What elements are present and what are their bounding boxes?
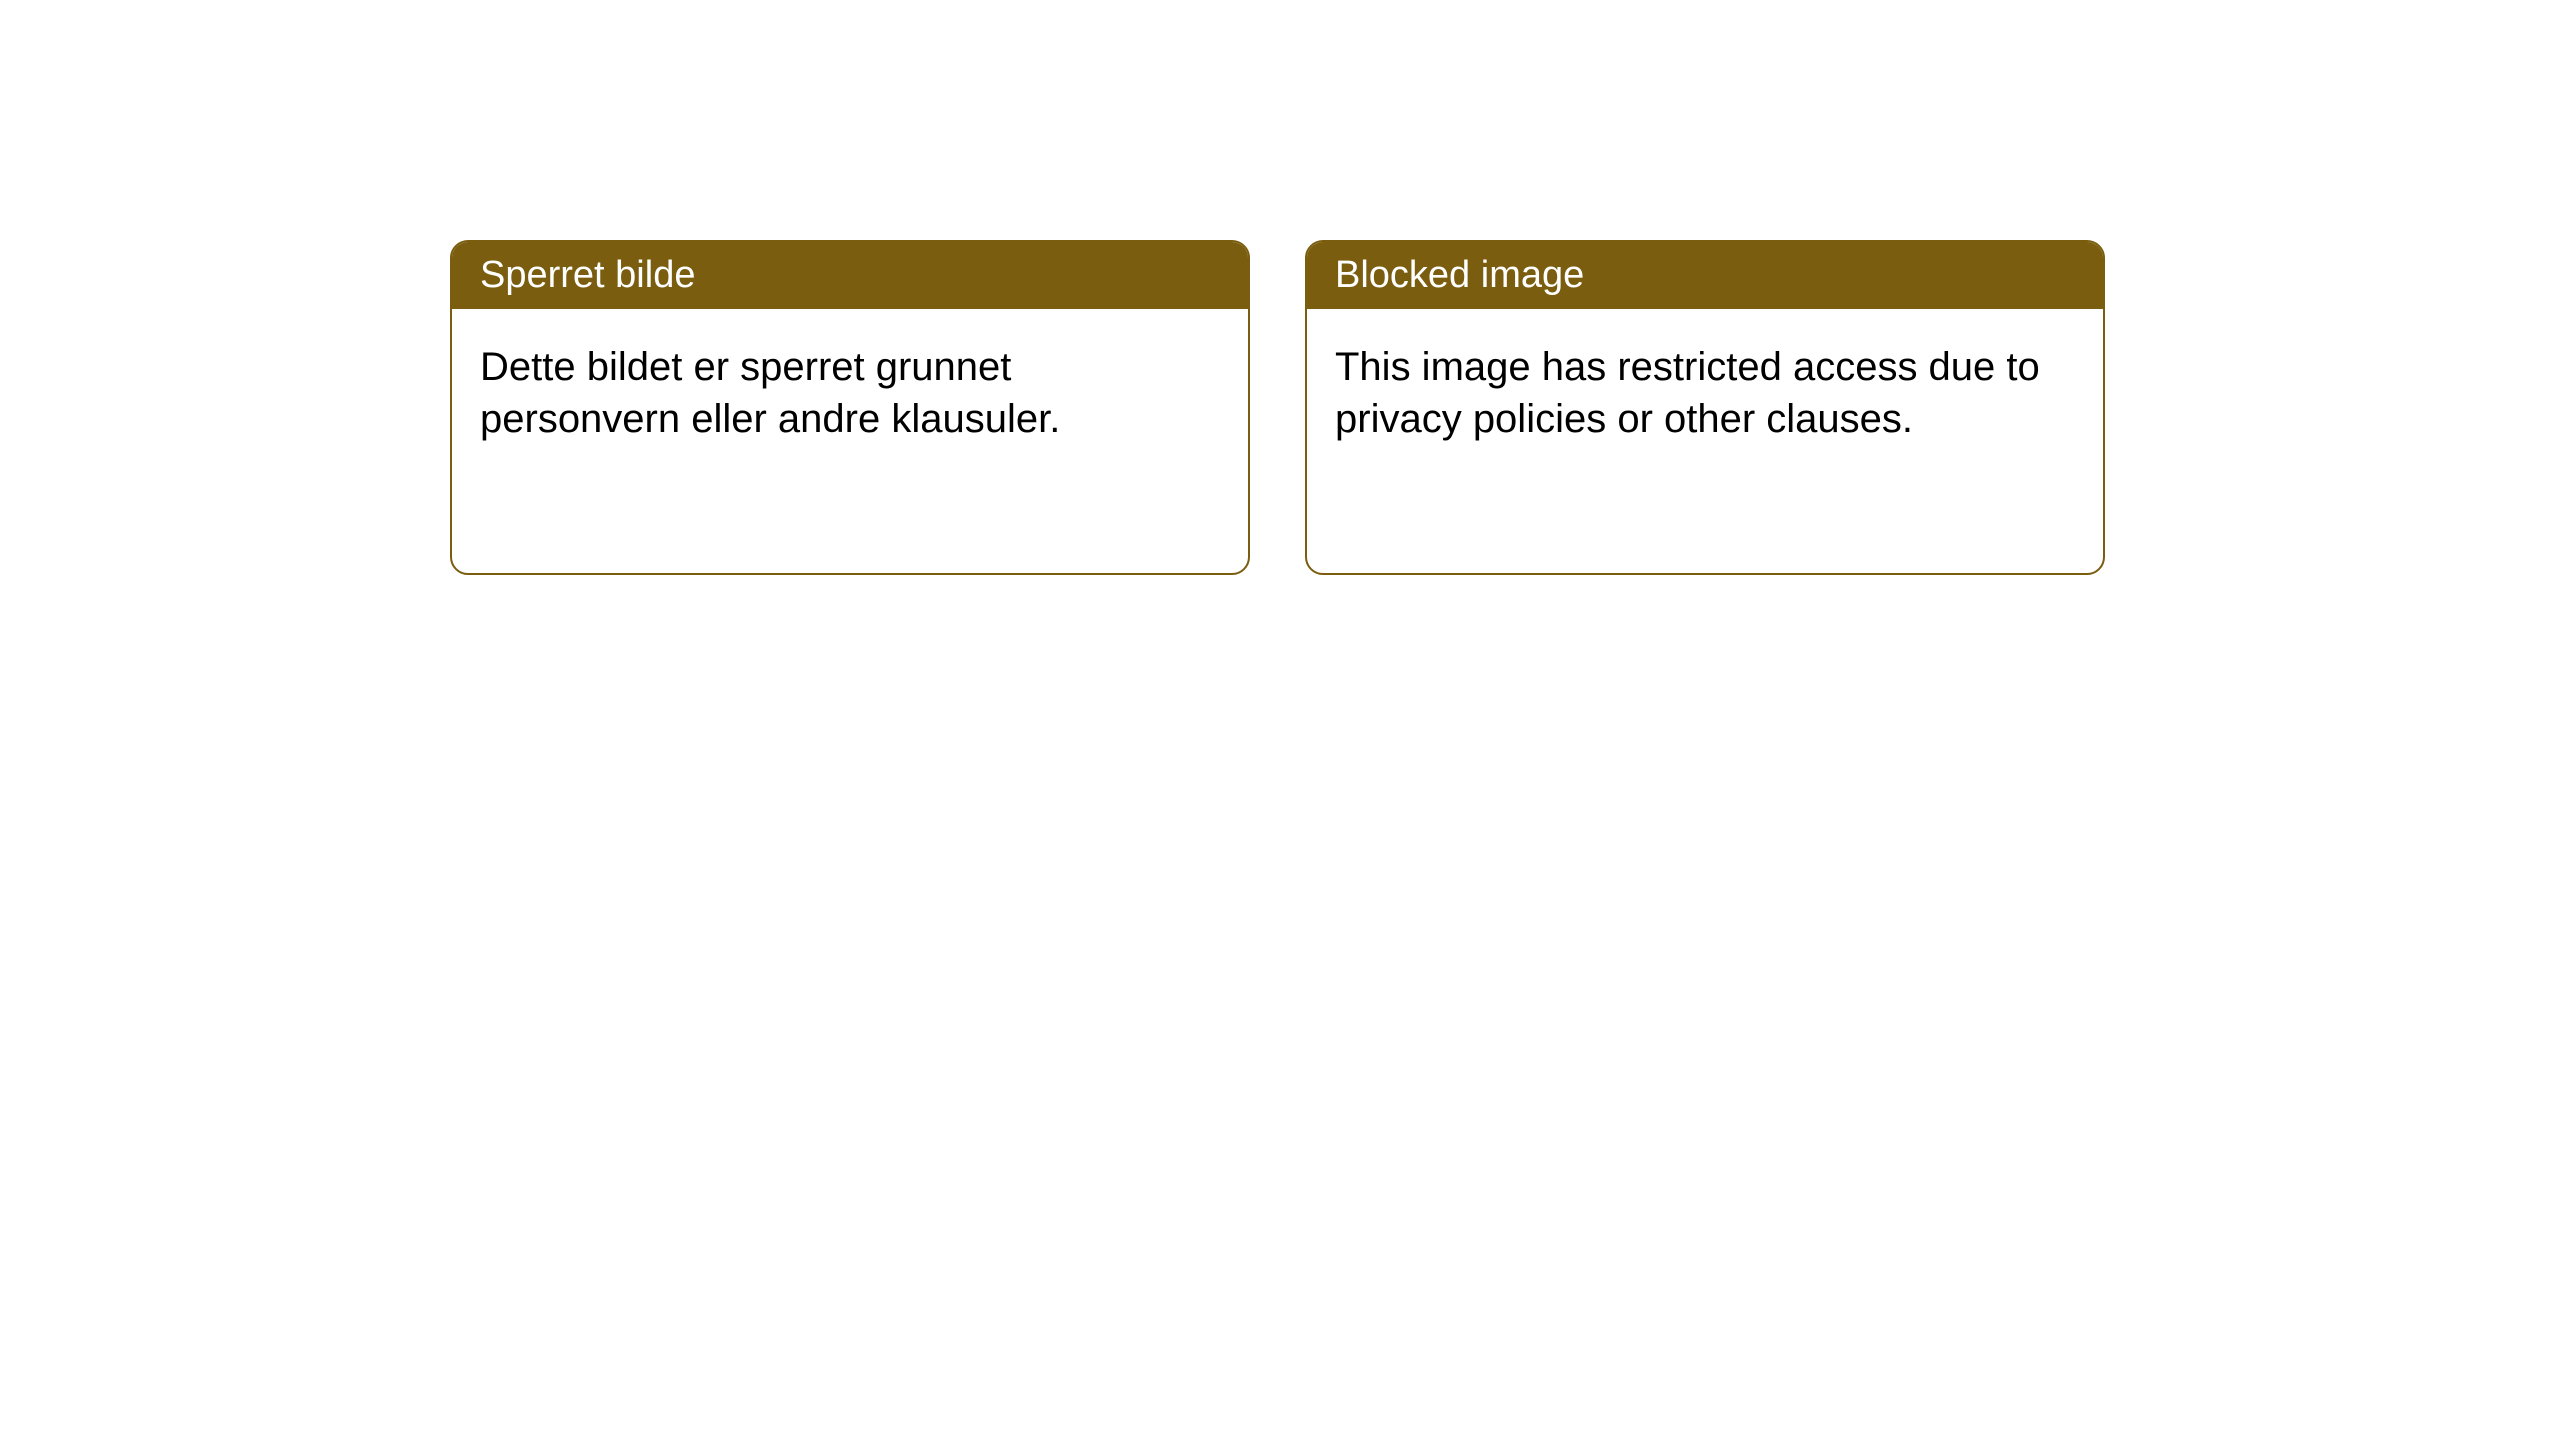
blocked-image-card-norwegian: Sperret bilde Dette bildet er sperret gr… [450, 240, 1250, 575]
message-cards-container: Sperret bilde Dette bildet er sperret gr… [450, 240, 2105, 575]
blocked-image-card-english: Blocked image This image has restricted … [1305, 240, 2105, 575]
card-body-english: This image has restricted access due to … [1307, 309, 2103, 477]
card-header-norwegian: Sperret bilde [452, 242, 1248, 309]
card-header-english: Blocked image [1307, 242, 2103, 309]
card-body-norwegian: Dette bildet er sperret grunnet personve… [452, 309, 1248, 477]
